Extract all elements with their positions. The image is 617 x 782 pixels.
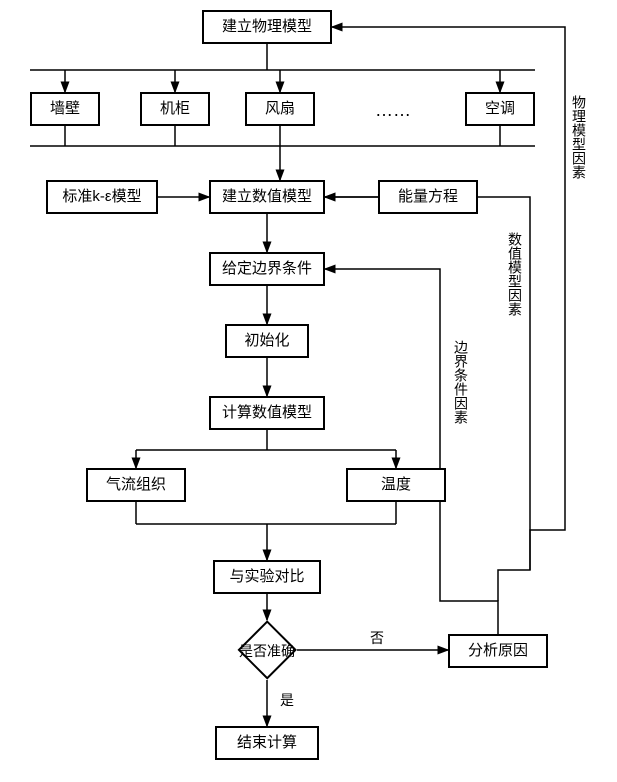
node-n11: 计算数值模型 <box>209 396 325 430</box>
yes-label: 是 <box>280 690 294 710</box>
no-label: 否 <box>370 628 384 648</box>
node-n16: 分析原因 <box>448 634 548 668</box>
vlabel-numeric: 数值模型因素 <box>508 232 522 316</box>
vlabel-boundary: 边界条件因素 <box>454 340 468 424</box>
node-n3: 机柜 <box>140 92 210 126</box>
node-n7: 建立数值模型 <box>209 180 325 214</box>
edge <box>325 269 498 634</box>
node-n14: 与实验对比 <box>213 560 321 594</box>
node-n12: 气流组织 <box>86 468 186 502</box>
edge <box>325 197 530 601</box>
node-n13: 温度 <box>346 468 446 502</box>
node-n10: 初始化 <box>225 324 309 358</box>
flowchart-canvas: 建立物理模型墙壁 机柜 风扇 空调标准k-ε模型 建立数值模型 能量方程给定边界条件初始化… <box>0 0 617 782</box>
node-n6: 标准k-ε模型 <box>46 180 158 214</box>
node-n17: 结束计算 <box>215 726 319 760</box>
node-n9: 给定边界条件 <box>209 252 325 286</box>
ellipsis: …… <box>375 100 411 121</box>
vlabel-physical: 物理模型因素 <box>572 95 586 179</box>
node-n1: 建立物理模型 <box>202 10 332 44</box>
node-n5: 空调 <box>465 92 535 126</box>
node-n4: 风扇 <box>245 92 315 126</box>
node-n8: 能量方程 <box>378 180 478 214</box>
node-n2: 墙壁 <box>30 92 100 126</box>
